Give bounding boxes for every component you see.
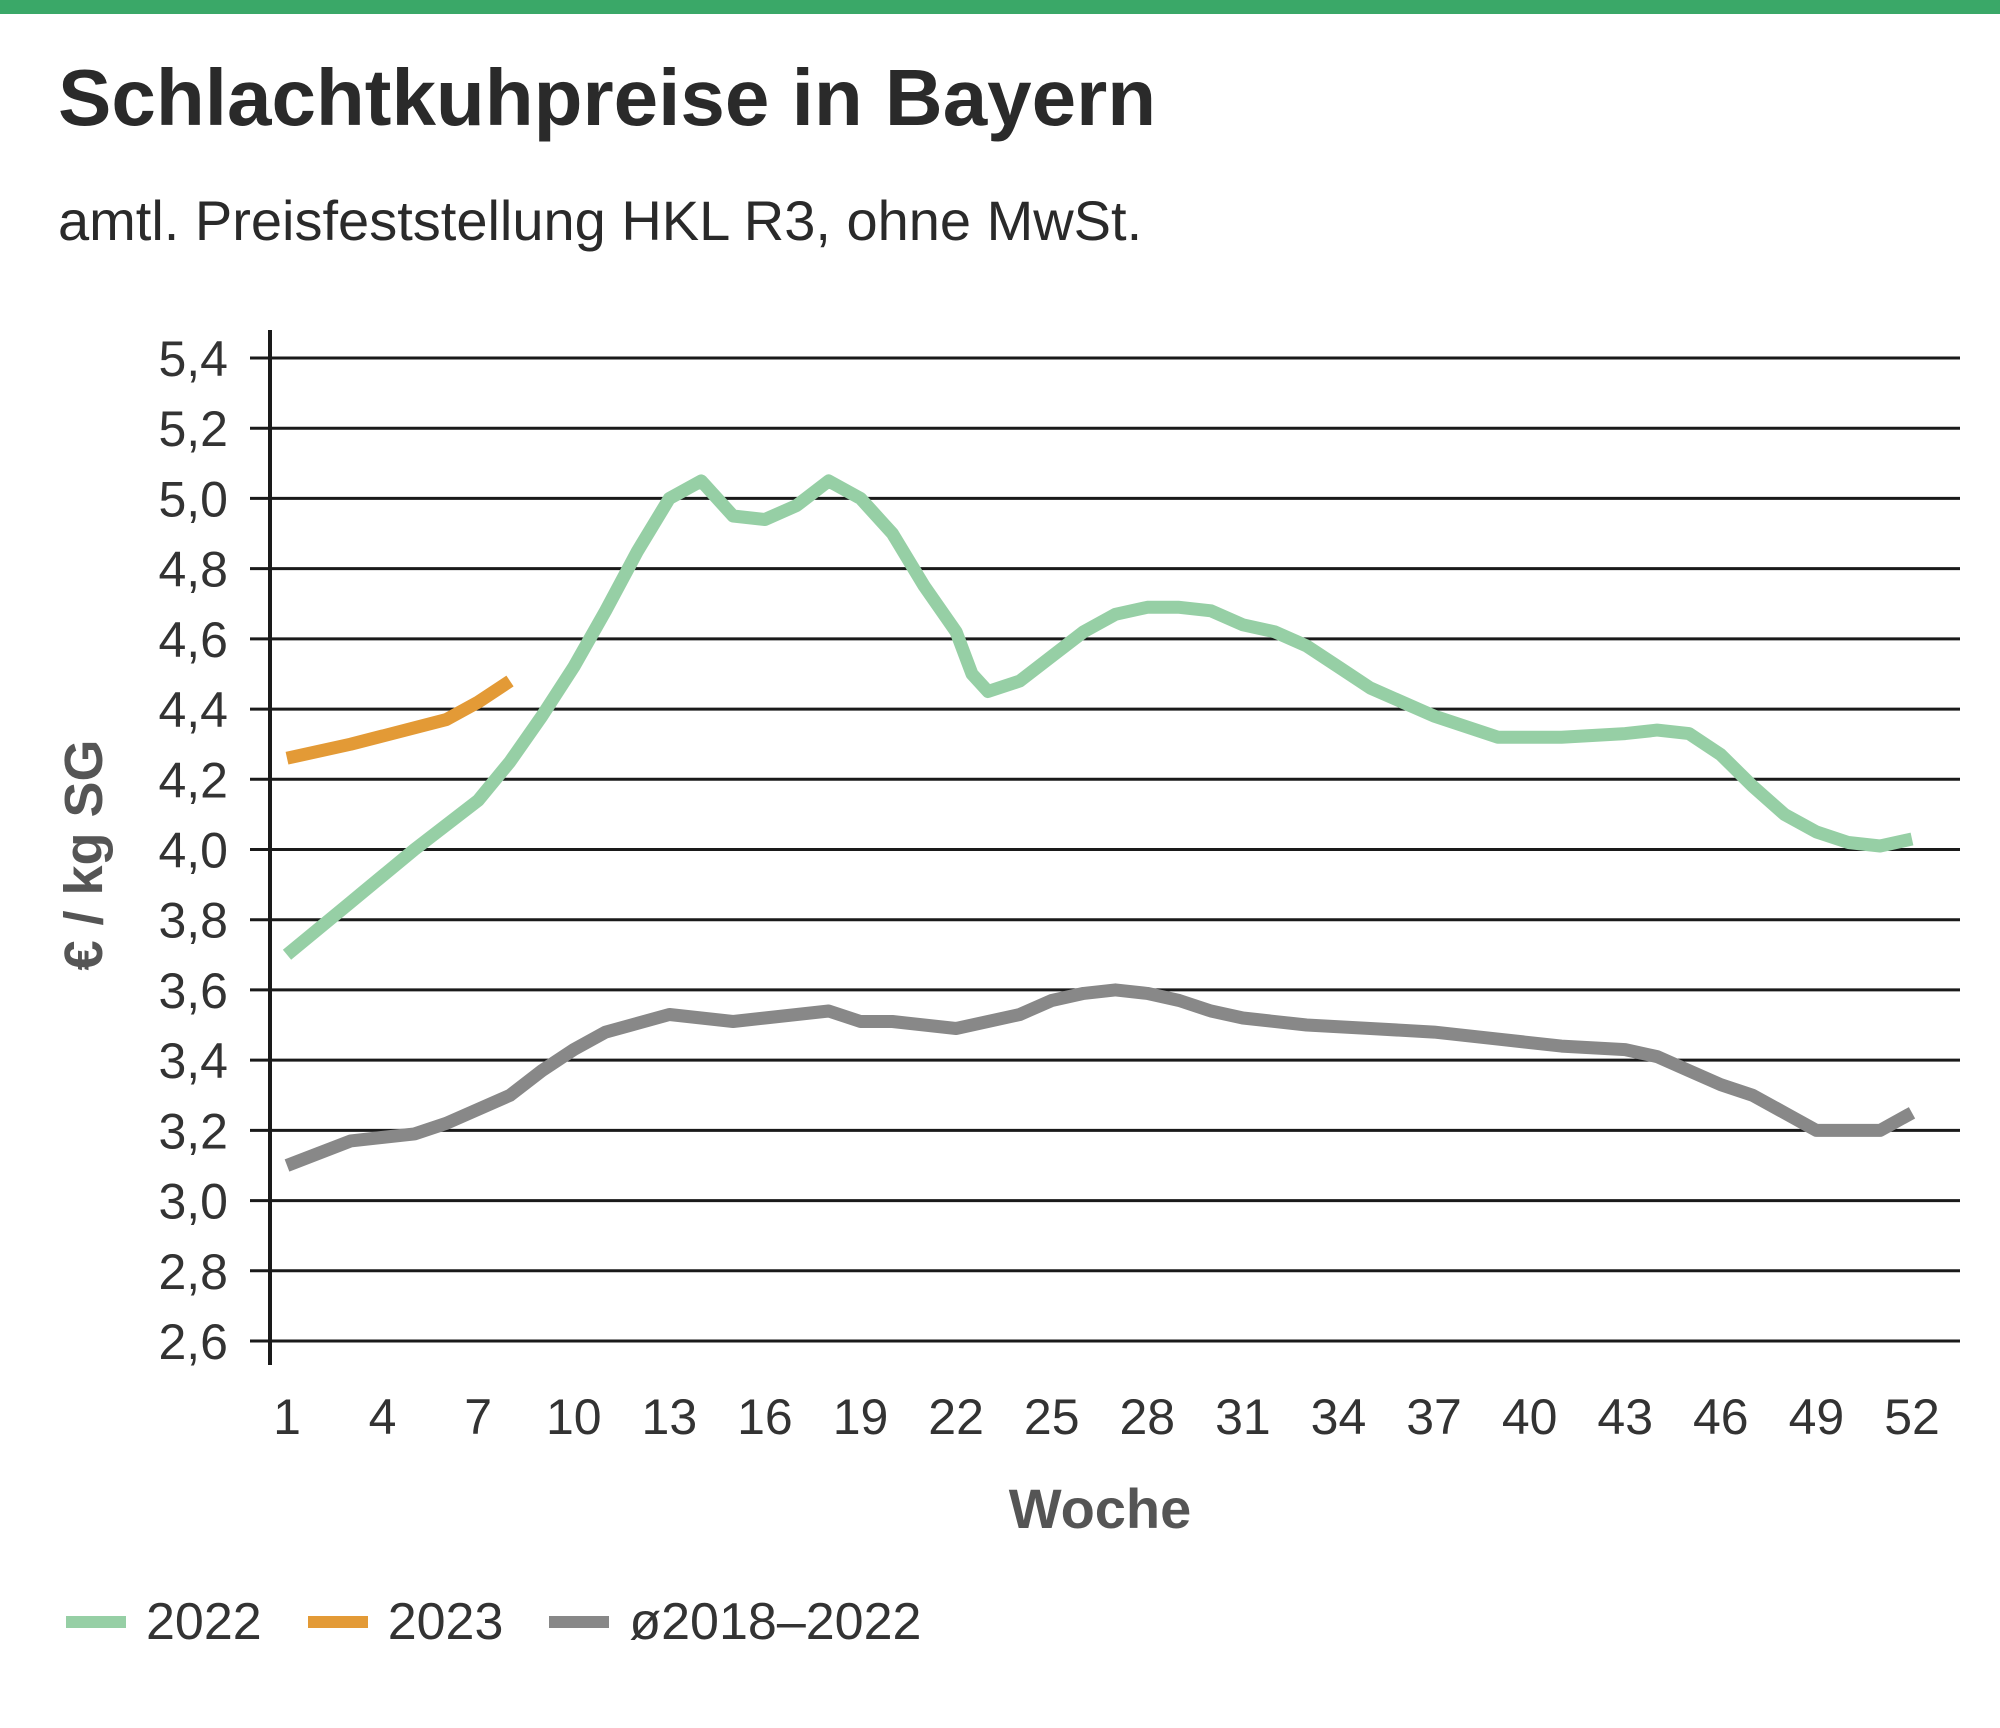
chart-title: Schlachtkuhpreise in Bayern (58, 53, 1157, 142)
legend-item-2023: 2023 (307, 1592, 504, 1652)
legend: 2022 2023 ø2018–2022 (66, 1592, 967, 1652)
y-tick-label: 4,6 (158, 612, 228, 668)
legend-swatch-2023 (307, 1616, 368, 1628)
y-axis-label: € / kg SG (54, 739, 114, 970)
x-tick-label: 34 (1311, 1389, 1367, 1445)
x-tick-label: 22 (928, 1389, 984, 1445)
y-tick-labels: 2,6 2,8 3,0 3,2 3,4 3,6 3,8 4,0 4,2 4,4 4,6 4,8 5,0 5… (158, 331, 228, 1370)
legend-label-2023: 2023 (387, 1593, 504, 1651)
series-line-avg (284, 983, 1916, 1172)
x-axis-label: Woche (1009, 1477, 1192, 1540)
x-tick-label: 31 (1215, 1389, 1271, 1445)
x-tick-label: 49 (1789, 1389, 1845, 1445)
x-tick-label: 1 (273, 1389, 301, 1445)
y-tick-label: 2,8 (158, 1244, 228, 1300)
x-tick-label: 13 (642, 1389, 698, 1445)
legend-item-2022: 2022 (66, 1592, 262, 1652)
y-tick-label: 4,8 (158, 542, 228, 598)
series-line-2022 (282, 474, 1914, 960)
y-tick-label: 3,6 (158, 963, 228, 1019)
chart-subtitle: amtl. Preisfeststellung HKL R3, ohne MwS… (58, 189, 1143, 252)
x-tick-label: 10 (546, 1389, 602, 1445)
y-tick-label: 4,0 (158, 823, 228, 879)
y-tick-label: 3,2 (158, 1103, 228, 1159)
line-chart: 2,6 2,8 3,0 3,2 3,4 3,6 3,8 4,0 4,2 4,4 4,6 4,8 5,0 5… (54, 330, 1960, 1540)
x-tick-label: 25 (1024, 1389, 1080, 1445)
x-tick-label: 43 (1597, 1389, 1653, 1445)
y-tick-label: 4,2 (158, 752, 228, 808)
x-tick-label: 7 (464, 1389, 492, 1445)
legend-swatch-2022 (66, 1616, 126, 1628)
x-tick-label: 19 (833, 1389, 889, 1445)
y-tick-label: 3,4 (158, 1033, 228, 1089)
y-tick-label: 4,4 (158, 682, 228, 738)
series-lines (282, 474, 1916, 1172)
legend-label-2022: 2022 (146, 1593, 262, 1651)
series-line-2023 (285, 675, 514, 765)
x-tick-label: 46 (1693, 1389, 1749, 1445)
x-tick-label: 16 (737, 1389, 793, 1445)
x-tick-label: 40 (1502, 1389, 1558, 1445)
gridlines (250, 356, 1960, 1343)
y-tick-label: 3,8 (158, 893, 228, 949)
x-tick-label: 4 (369, 1389, 397, 1445)
y-tick-label: 3,0 (158, 1174, 228, 1230)
legend-label-avg: ø2018–2022 (629, 1593, 922, 1651)
top-accent-bar (0, 0, 2000, 14)
legend-item-avg: ø2018–2022 (549, 1592, 921, 1652)
y-tick-label: 5,4 (158, 331, 228, 387)
y-tick-label: 5,2 (158, 401, 228, 457)
x-tick-label: 52 (1884, 1389, 1940, 1445)
x-tick-label: 37 (1406, 1389, 1462, 1445)
y-tick-label: 2,6 (158, 1314, 228, 1370)
legend-swatch-avg (549, 1616, 610, 1628)
x-tick-labels: 1 4 7 10 13 16 19 22 25 28 31 34 37 40 43 46 49 52 (273, 1389, 1940, 1445)
x-tick-label: 28 (1119, 1389, 1175, 1445)
y-tick-label: 5,0 (158, 471, 228, 527)
